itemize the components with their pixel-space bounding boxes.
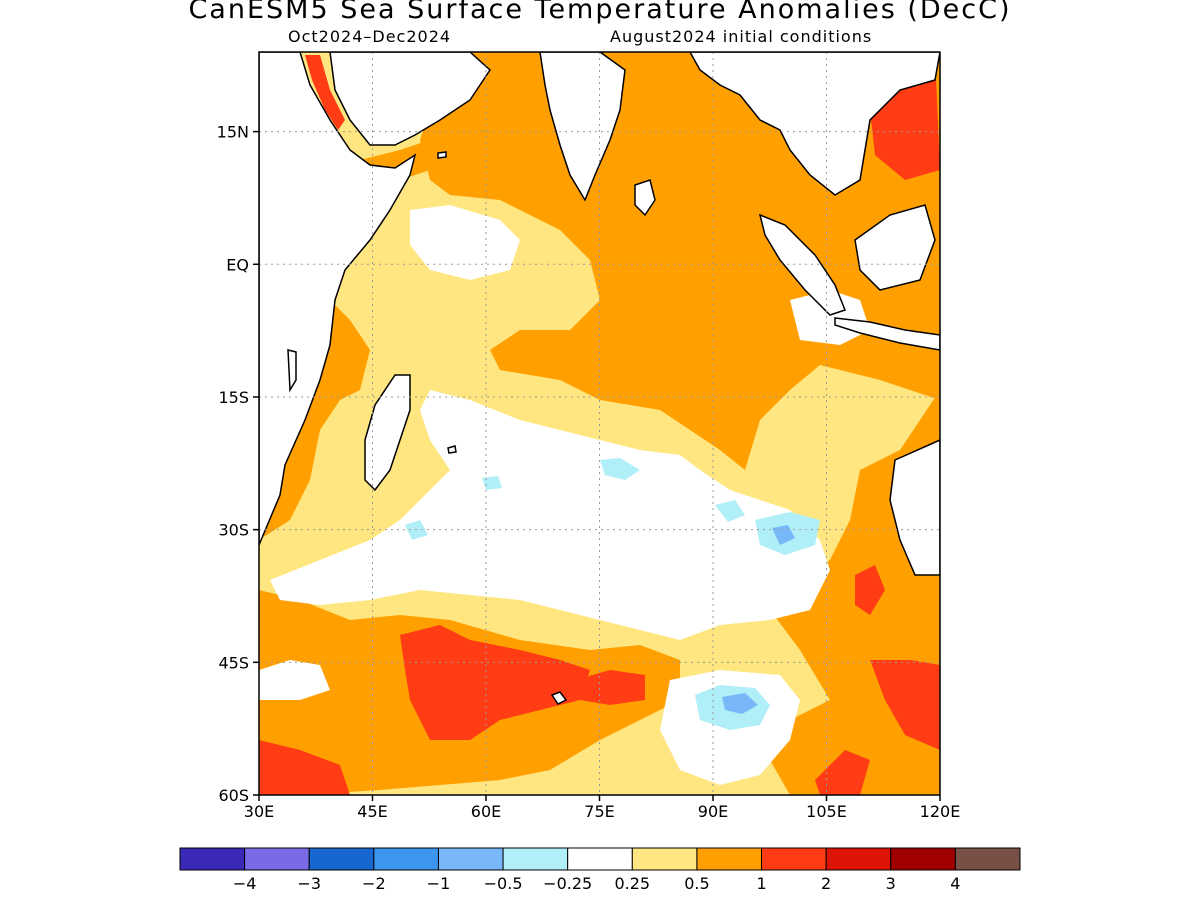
colorbar-swatch <box>437 847 504 871</box>
light-blue-patch-c <box>715 500 745 522</box>
colorbar-label: 1 <box>756 874 766 893</box>
lon-tick-label: 105E <box>806 802 847 821</box>
java-land <box>834 317 940 351</box>
initial-conditions: August2024 initial conditions <box>610 27 873 46</box>
colorbar-label: −1 <box>427 874 451 893</box>
mascarene-island <box>447 445 457 454</box>
lat-tick-label: EQ <box>226 255 249 274</box>
colorbar-swatch <box>244 847 310 871</box>
colorbar-swatch <box>308 847 375 871</box>
colorbar-swatch <box>179 847 246 871</box>
africa-land <box>259 52 417 546</box>
lat-tick-label: 45S <box>218 653 249 672</box>
light-blue-patch-a <box>600 458 640 480</box>
kerguelen-island <box>550 691 568 705</box>
india-land <box>539 52 626 202</box>
colorbar-swatch <box>696 847 763 871</box>
white-region-southwest <box>259 660 330 700</box>
madagascar-land <box>364 374 411 492</box>
white-region-central-south <box>270 390 830 640</box>
colorbar-label: −0.25 <box>543 874 592 893</box>
colorbar-swatch <box>567 847 633 871</box>
white-region-java <box>790 290 870 345</box>
colorbar-label: 0.5 <box>684 874 709 893</box>
australia-land <box>889 439 940 576</box>
colorbar-label: 0.25 <box>614 874 650 893</box>
red-region-southwest <box>259 740 350 795</box>
lon-tick-label: 30E <box>244 802 274 821</box>
colorbar-label: −4 <box>233 874 257 893</box>
socotra-island <box>437 151 447 159</box>
lon-tick-label: 60E <box>471 802 501 821</box>
red-region-southeast <box>870 660 940 750</box>
southeast-asia-land <box>689 52 940 196</box>
colorbar-label: −3 <box>297 874 321 893</box>
white-region-equatorial-west <box>410 205 520 280</box>
red-region-deep-south <box>815 750 870 795</box>
mid-blue-region-30s <box>772 525 795 545</box>
colorbar-swatch <box>890 847 956 871</box>
lat-tick-label: 15N <box>217 123 249 142</box>
red-region-south-mid <box>575 670 645 705</box>
light-blue-patch-d <box>482 476 502 490</box>
colorbar-swatch <box>825 847 892 871</box>
colorbar-swatch <box>631 847 698 871</box>
colorbar-label: 3 <box>886 874 896 893</box>
lon-tick-label: 90E <box>698 802 728 821</box>
borneo-land <box>854 204 936 291</box>
sri-lanka-land <box>634 179 656 217</box>
lat-tick-label: 15S <box>218 388 249 407</box>
colorbar-label: 4 <box>950 874 960 893</box>
colorbar-swatch <box>954 847 1021 871</box>
colorbar-label: 2 <box>821 874 831 893</box>
sumatra-land <box>758 213 846 316</box>
colorbar-swatch <box>761 847 827 871</box>
mid-blue-region-south <box>722 693 758 714</box>
colorbar-swatch <box>502 847 569 871</box>
lon-tick-label: 75E <box>584 802 614 821</box>
colorbar: −4 −3 −2 −1 −0.5 −0.25 0.25 0.5 1 2 3 4 <box>179 847 1021 893</box>
red-region-red-sea <box>305 55 345 130</box>
lon-tick-label: 45E <box>357 802 387 821</box>
lon-tick-label: 120E <box>920 802 961 821</box>
lat-tick-label: 60S <box>218 786 249 805</box>
colorbar-swatch <box>373 847 439 871</box>
forecast-period: Oct2024–Dec2024 <box>288 27 452 46</box>
orange-region-africa-coast <box>259 300 370 540</box>
red-region-south-central <box>400 625 590 740</box>
land-masses <box>259 52 940 705</box>
map-title: CanESM5 Sea Surface Temperature Anomalie… <box>188 0 1012 25</box>
colorbar-label: −2 <box>362 874 386 893</box>
colorbar-label: −0.5 <box>484 874 523 893</box>
mozambique-coast <box>287 349 297 393</box>
arabian-peninsula-land <box>329 52 491 146</box>
lat-tick-label: 30S <box>218 521 249 540</box>
red-region-australia-west <box>855 565 885 615</box>
map-gridlines <box>259 52 940 795</box>
